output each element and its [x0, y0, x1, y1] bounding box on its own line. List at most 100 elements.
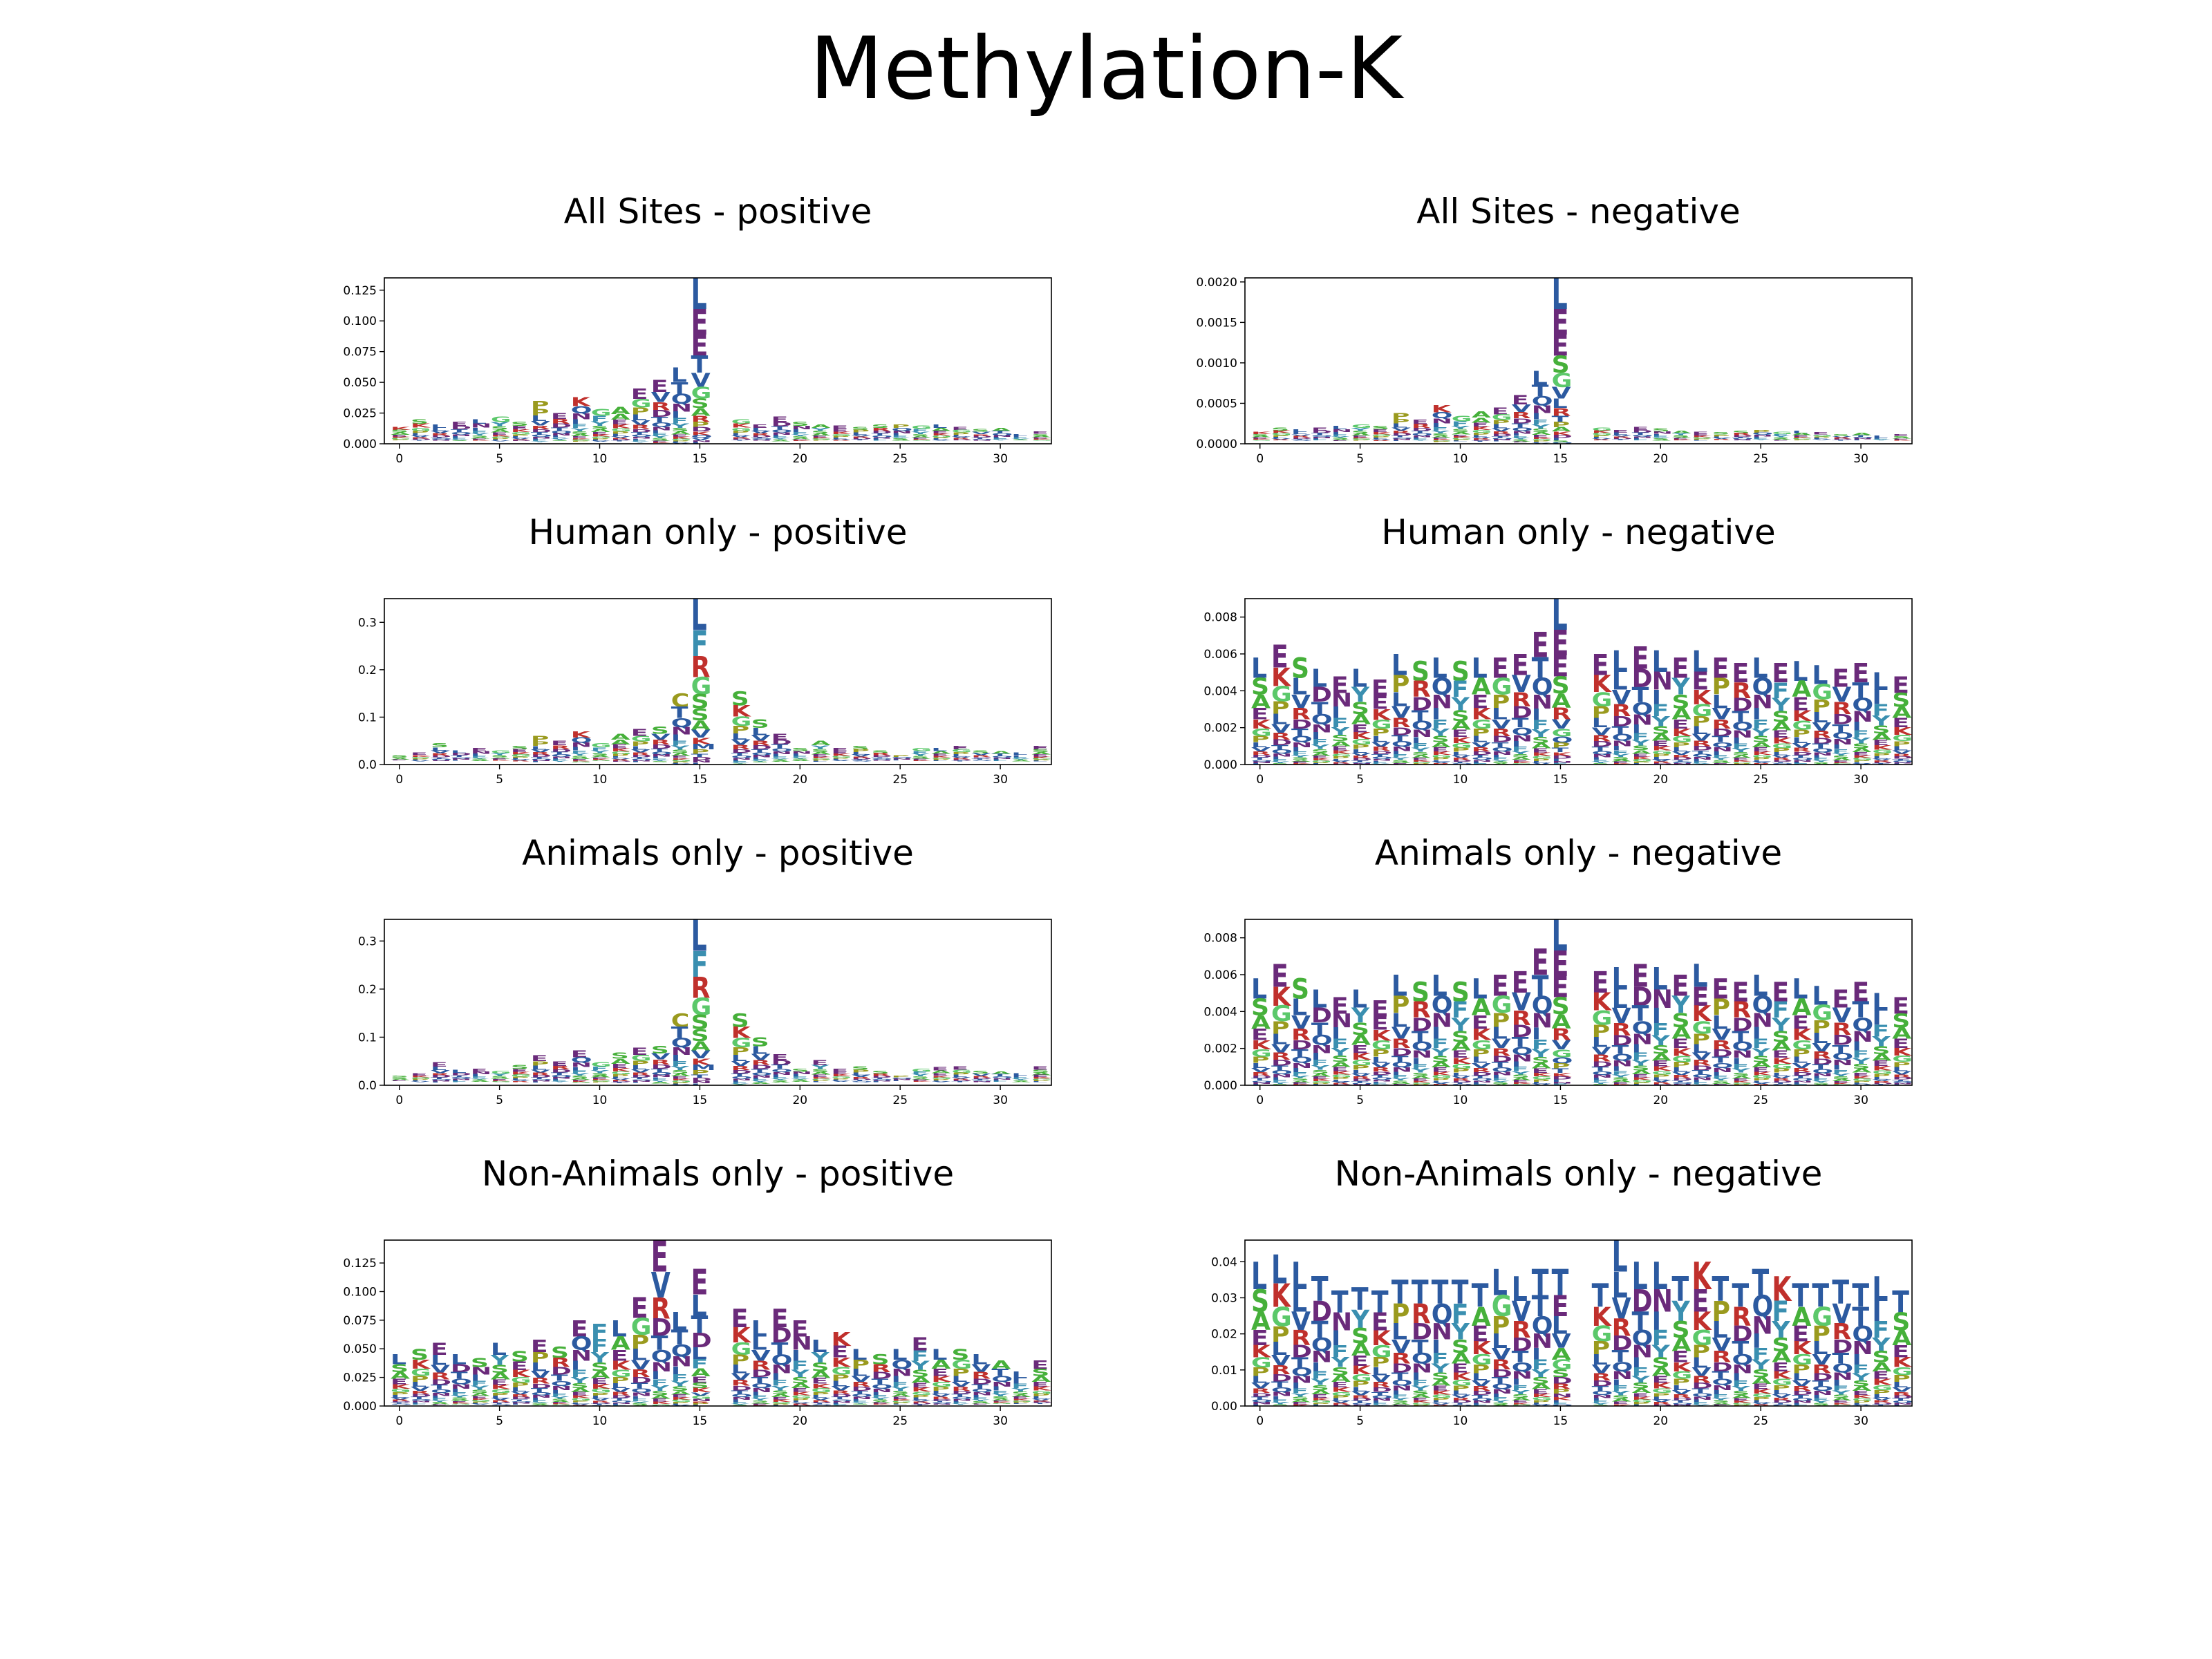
y-tick-label: 0.000: [1203, 1079, 1237, 1093]
logo-letter: Q: [1432, 1298, 1453, 1330]
logo-letter: I: [1752, 436, 1761, 438]
logo-letter: N: [991, 1078, 1012, 1080]
logo-letter: G: [1772, 742, 1792, 750]
logo-letter: E: [531, 1337, 548, 1357]
logo-letter: S: [1271, 762, 1289, 765]
logo-letter: T: [1452, 1403, 1469, 1405]
logo-letter: D: [1612, 713, 1633, 729]
logo-letter: E: [832, 751, 849, 755]
logo-letter: V: [751, 1053, 771, 1062]
logo-letter: Q: [671, 391, 693, 407]
logo-letter: S: [1311, 1069, 1329, 1074]
logo-letter: F: [911, 1071, 928, 1075]
logo-letter: Q: [1371, 756, 1393, 760]
logo-letter: F: [571, 423, 588, 429]
logo-letter: Q: [1712, 741, 1734, 749]
logo-letter: V: [431, 431, 450, 435]
logo-letter: Q: [951, 1396, 973, 1400]
logo-letter: P: [1592, 435, 1611, 438]
logo-letter: K: [591, 758, 612, 760]
logo-letter: E: [911, 1335, 928, 1356]
logo-letter: L: [1432, 1400, 1447, 1403]
logo-letter: K: [1311, 1397, 1331, 1401]
logo-letter: V: [1391, 1024, 1412, 1042]
logo-letter: Q: [1472, 757, 1493, 760]
logo-letter: E: [1512, 1080, 1529, 1083]
logo-letter: Y: [670, 1380, 689, 1388]
x-tick-label: 0: [1256, 773, 1264, 787]
logo-letter: V: [852, 434, 871, 437]
logo-letter: G: [491, 1070, 512, 1074]
logo-letter: I: [1872, 686, 1881, 709]
logo-letter: L: [1432, 970, 1447, 1003]
logo-letter: T: [951, 1081, 968, 1082]
logo-letter: E: [771, 1053, 789, 1062]
logo-letter: P: [931, 1079, 950, 1081]
logo-letter: E: [771, 733, 789, 742]
logo-letter: G: [1792, 1351, 1812, 1368]
logo-letter: L: [1752, 1400, 1768, 1404]
logo-letter: F: [1752, 717, 1769, 732]
logo-letter: D: [1291, 1342, 1312, 1362]
logo-letter: E: [631, 386, 648, 402]
logo-letter: V: [1492, 1346, 1512, 1365]
logo-letter: I: [651, 1369, 660, 1382]
y-tick-label: 0.1: [358, 711, 377, 724]
logo-letter: S: [1712, 432, 1730, 435]
logo-letter: V: [1852, 1404, 1871, 1406]
logo-letter: R: [531, 1377, 550, 1386]
logo-letter: I: [791, 753, 800, 757]
logo-letter: T: [1412, 1028, 1430, 1045]
logo-letter: L: [812, 1081, 827, 1082]
logo-letter: P: [731, 430, 750, 434]
logo-letter: I: [431, 1396, 440, 1400]
logo-letter: S: [1752, 735, 1770, 744]
logo-letter: L: [591, 440, 607, 442]
logo-letter: S: [1512, 1394, 1530, 1399]
logo-letter: E: [1812, 432, 1829, 435]
logo-letter: T: [1291, 1047, 1309, 1060]
logo-letter: F: [1852, 1362, 1869, 1376]
logo-letter: I: [671, 1053, 680, 1063]
logo-letter: K: [1552, 751, 1572, 757]
logo-letter: E: [832, 747, 849, 752]
logo-letter: V: [511, 1391, 530, 1396]
logo-letter: S: [651, 761, 669, 762]
x-tick-label: 30: [993, 1094, 1008, 1107]
logo-letter: E: [1752, 747, 1769, 753]
logo-letter: D: [1391, 725, 1412, 738]
logo-letter: I: [531, 438, 540, 440]
logo-letter: M: [691, 1064, 716, 1072]
logo-letter: Y: [1851, 736, 1871, 745]
logo-letter: A: [611, 733, 630, 742]
y-tick-label: 0.2: [358, 664, 377, 677]
logo-letter: D: [531, 1075, 552, 1078]
logo-letter: G: [812, 758, 832, 760]
logo-letter: A: [671, 753, 691, 757]
logo-letter: S: [791, 1068, 809, 1073]
logo-letter: D: [1792, 1390, 1812, 1396]
logo-letter: I: [1311, 438, 1320, 440]
logo-letter: R: [751, 433, 771, 436]
logo-letter: G: [1692, 702, 1713, 720]
logo-letter: R: [1732, 1302, 1751, 1332]
logo-letter: F: [1632, 1365, 1649, 1378]
logo-letter: R: [1772, 1397, 1791, 1401]
y-tick-label: 0.100: [343, 1285, 377, 1299]
logo-letter: V: [611, 435, 630, 438]
logo-letter: K: [1311, 758, 1332, 761]
logo-letter: R: [852, 1380, 871, 1388]
logo-letter: Q: [1532, 393, 1553, 409]
logo-letter: N: [931, 1403, 952, 1405]
logo-letter: N: [1492, 751, 1512, 756]
